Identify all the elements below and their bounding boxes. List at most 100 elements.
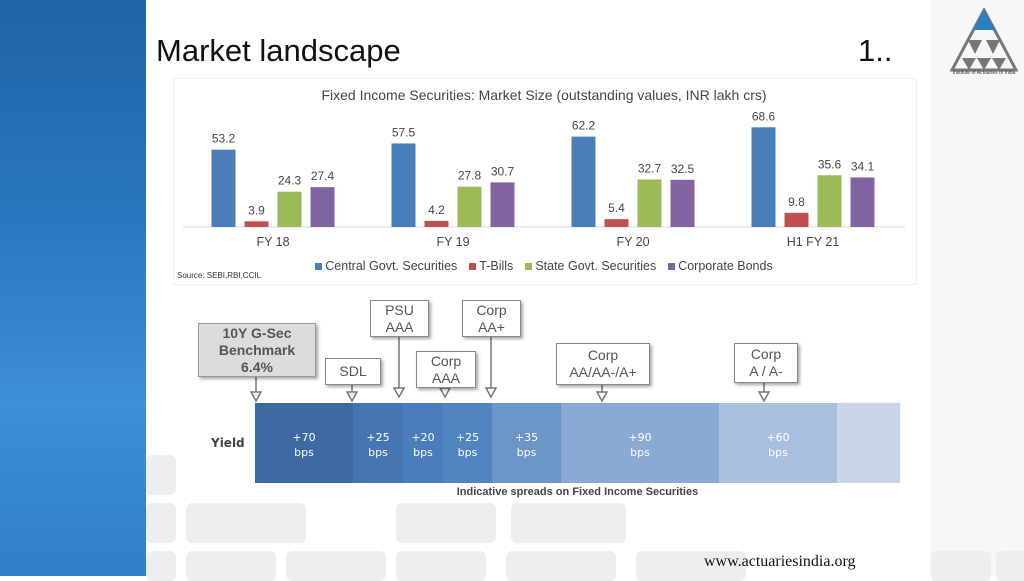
- bar: [784, 212, 809, 227]
- spread-value: +35: [514, 431, 539, 444]
- legend-swatch: [469, 263, 477, 270]
- spread-unit: bps: [368, 446, 388, 459]
- bar: [490, 182, 515, 227]
- data-label: 53.2: [212, 132, 236, 146]
- bar: [751, 127, 776, 227]
- data-label: 5.4: [608, 201, 625, 215]
- category-label: FY 18: [256, 235, 289, 249]
- callout-text: Benchmark: [218, 341, 296, 358]
- spread-value: +25: [455, 431, 480, 444]
- bar: [670, 179, 695, 227]
- legend-swatch: [525, 263, 533, 270]
- spread-unit: bps: [457, 446, 478, 459]
- callout-text: A / A-: [749, 363, 783, 379]
- spread-segment: +25 bps: [443, 403, 493, 483]
- spread-value: +25: [366, 431, 390, 444]
- slide-title: Market landscape: [156, 33, 401, 68]
- legend-item: Corporate Bonds: [668, 259, 773, 273]
- legend-label: State Govt. Securities: [535, 259, 657, 273]
- corp-aa-callout: Corp AA/AA-/A+: [556, 343, 650, 385]
- chart-source: Source: SEBI,RBI,CCIL: [177, 271, 262, 280]
- data-label: 34.1: [851, 159, 875, 173]
- legend-label: Corporate Bonds: [678, 259, 773, 273]
- spread-segment: +20 bps: [403, 403, 444, 483]
- data-label: 30.7: [491, 164, 515, 178]
- spread-value: +90: [628, 431, 652, 444]
- data-label: 32.7: [638, 161, 662, 175]
- spread-caption: Indicative spreads on Fixed Income Secur…: [456, 486, 699, 498]
- bar: [637, 179, 662, 227]
- spread-unit: bps: [294, 446, 314, 459]
- legend-item: T-Bills: [469, 259, 513, 273]
- bar: [310, 187, 335, 227]
- callout-text: Corp: [750, 346, 782, 362]
- slide-number: 1..: [858, 33, 893, 68]
- chart-title: Fixed Income Securities: Market Size (ou…: [321, 87, 767, 103]
- legend-item: State Govt. Securities: [525, 259, 656, 273]
- legend-item: Central Govt. Securities: [315, 259, 457, 273]
- bar: [391, 143, 416, 227]
- spread-segment: +70 bps: [255, 403, 354, 483]
- spread-segment: +35 bps: [492, 403, 562, 483]
- data-label: 9.8: [788, 195, 805, 209]
- callout-text: AAA: [431, 369, 460, 386]
- chart-area: [173, 78, 917, 285]
- callout-text: AA/AA-/A+: [569, 364, 637, 380]
- spread-unit: bps: [768, 446, 788, 459]
- bar: [424, 220, 449, 227]
- spread-unit: bps: [413, 446, 433, 459]
- spread-value: +20: [411, 431, 435, 444]
- callout-text: Corp: [476, 301, 507, 318]
- data-label: 62.2: [572, 119, 596, 133]
- institute-logo: [949, 8, 1019, 72]
- market-size-chart: 53.2 3.9 24.3 27.4 FY 18 57.5 4.2 27.8 30.7 FY 19…: [183, 109, 905, 249]
- data-label: 3.9: [248, 203, 265, 217]
- category-label: H1 FY 21: [787, 235, 840, 249]
- data-label: 27.8: [458, 169, 482, 183]
- left-decor-band: [0, 0, 146, 576]
- spread-unit: bps: [630, 446, 650, 459]
- spread-segment: +25 bps: [353, 403, 404, 483]
- data-label: 57.5: [392, 125, 416, 139]
- category-label: FY 20: [616, 235, 649, 249]
- data-label: 32.5: [671, 162, 695, 176]
- spread-segment: [837, 403, 901, 483]
- yield-label: Yield: [211, 436, 245, 450]
- bar: [244, 221, 269, 227]
- logo-caption: Institute of Actuaries of India: [952, 70, 1016, 76]
- data-label: 35.6: [818, 157, 842, 171]
- data-label: 68.6: [752, 109, 776, 123]
- bar: [277, 191, 302, 227]
- data-label: 27.4: [311, 169, 335, 183]
- spread-strip: +70 bps +25 bps +20 bps +25 bps +35 bps +90 bps +60 b…: [255, 403, 901, 483]
- callout-text: Corp: [587, 347, 619, 363]
- sdl-callout: SDL: [325, 358, 381, 385]
- legend-label: Central Govt. Securities: [325, 259, 458, 273]
- bar: [571, 136, 596, 227]
- chart-legend: Central Govt. Securities T-Bills State Gov…: [173, 259, 915, 273]
- callout-text: AAA: [385, 318, 414, 335]
- callout-text: PSU: [385, 301, 414, 318]
- corp-aa-plus-callout: Corp AA+: [462, 300, 521, 337]
- spread-unit: bps: [516, 446, 537, 459]
- data-label: 24.3: [278, 174, 302, 188]
- legend-swatch: [315, 263, 323, 270]
- callout-text: 10Y G-Sec: [222, 324, 292, 341]
- callout-text: 6.4%: [241, 358, 273, 375]
- psu-aaa-callout: PSU AAA: [370, 300, 429, 337]
- right-decor-band: [930, 0, 1024, 576]
- callout-text: Corp: [430, 352, 462, 369]
- callout-text: SDL: [339, 363, 367, 379]
- bar: [457, 186, 482, 227]
- legend-swatch: [668, 263, 676, 270]
- spread-value: +60: [766, 431, 790, 444]
- legend-label: T-Bills: [479, 259, 514, 273]
- corp-aaa-callout: Corp AAA: [416, 351, 476, 388]
- benchmark-callout: 10Y G-Sec Benchmark 6.4%: [198, 323, 316, 377]
- bar: [850, 177, 875, 227]
- data-label: 4.2: [428, 203, 445, 217]
- spread-value: +70: [292, 431, 316, 444]
- spread-segment: +60 bps: [719, 403, 838, 483]
- bar: [604, 219, 629, 227]
